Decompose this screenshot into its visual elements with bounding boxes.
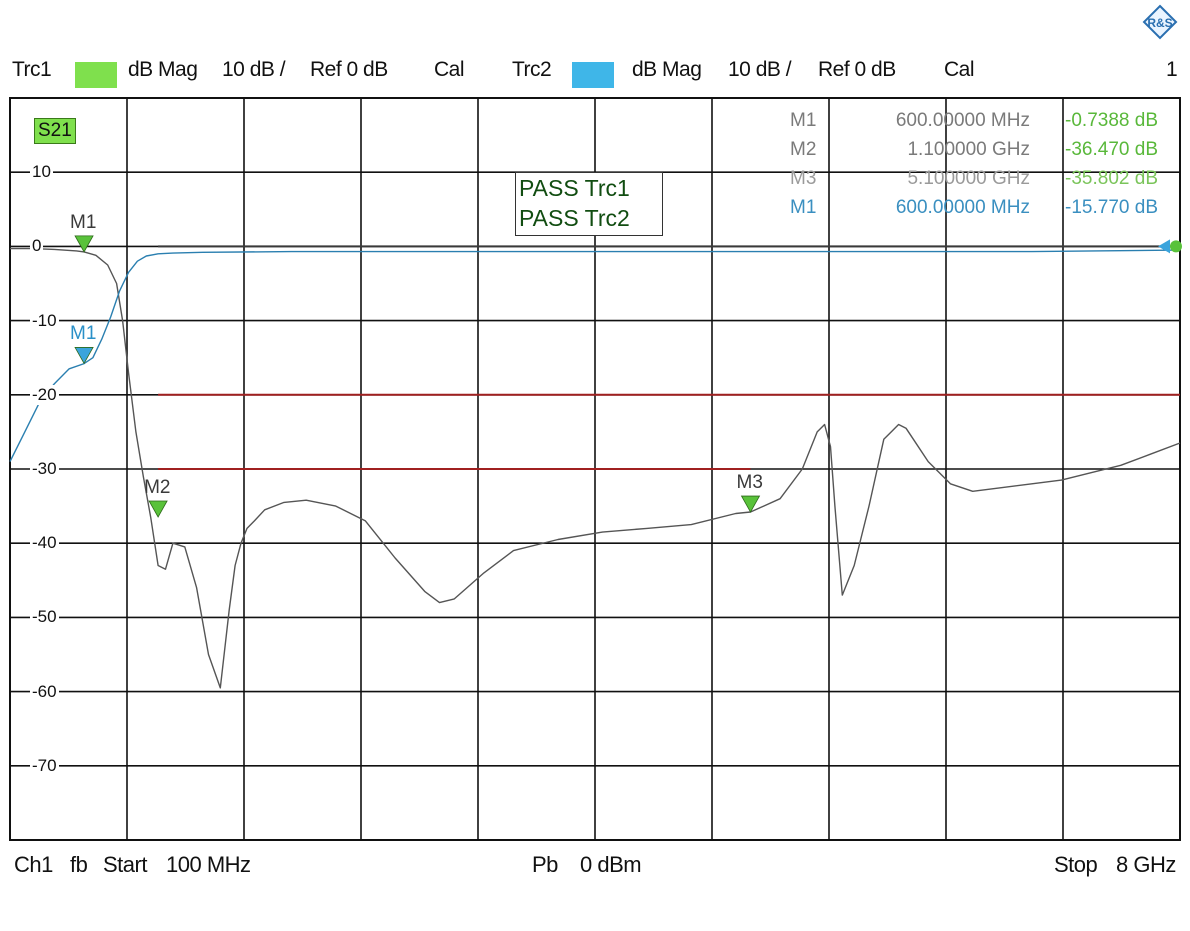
trc1-name[interactable]: Trc1: [12, 58, 52, 81]
trc1-ref[interactable]: Ref 0 dB: [310, 58, 388, 81]
marker-freq: 1.100000 GHz: [907, 139, 1030, 160]
channel-label[interactable]: Ch1: [14, 852, 53, 877]
marker-label: M2: [144, 477, 171, 498]
window-number: 1: [1166, 58, 1178, 81]
marker-id: M3: [790, 168, 817, 189]
trc1-reference-dot-icon: [1170, 240, 1182, 253]
s21-trace-label[interactable]: S21: [34, 118, 76, 144]
trc2-reference-arrow-icon: [1158, 239, 1170, 254]
trc2-format[interactable]: dB Mag: [632, 58, 702, 81]
marker-row: M2 1.100000 GHz -36.470 dB: [790, 135, 1158, 164]
trc2-cal: Cal: [944, 58, 975, 81]
y-tick-label: -70: [30, 755, 59, 776]
marker-value: -35.802 dB: [1065, 168, 1158, 189]
marker-id: M2: [790, 139, 817, 160]
trc1-format[interactable]: dB Mag: [128, 58, 198, 81]
marker-triangle-icon: [740, 495, 761, 513]
marker-row: M3 5.100000 GHz -35.802 dB: [790, 164, 1158, 193]
stop-frequency[interactable]: 8 GHz: [1116, 852, 1176, 877]
marker-label: M1: [70, 323, 97, 345]
y-tick-label: -50: [30, 607, 59, 628]
marker-value: -36.470 dB: [1065, 139, 1158, 160]
limit-lines: [158, 245, 1180, 470]
power-value[interactable]: 0 dBm: [580, 852, 642, 877]
marker-label: M1: [70, 211, 97, 233]
y-tick-label: -60: [30, 681, 59, 702]
marker-info-table: M1 600.00000 MHz -0.7388 dB M2 1.100000 …: [790, 106, 1158, 222]
marker-row: M1 600.00000 MHz -15.770 dB: [790, 193, 1158, 222]
sweep-mode: fb: [70, 852, 88, 877]
marker-triangle-icon: [74, 235, 94, 253]
trc2-name[interactable]: Trc2: [512, 58, 552, 81]
power-label: Pb: [532, 852, 558, 877]
marker-value: -15.770 dB: [1065, 197, 1158, 218]
start-label: Start: [103, 852, 147, 877]
marker-value: -0.7388 dB: [1065, 110, 1158, 131]
trc1-color-swatch[interactable]: [75, 62, 117, 88]
trc2-color-swatch[interactable]: [572, 62, 614, 88]
marker-triangle-icon: [74, 347, 94, 365]
y-tick-label: -10: [30, 310, 59, 331]
start-frequency[interactable]: 100 MHz: [166, 852, 251, 877]
marker-freq: 600.00000 MHz: [895, 110, 1030, 131]
y-tick-label: 10: [30, 162, 53, 183]
marker-triangles: [74, 235, 1182, 518]
marker-id: M1: [790, 110, 817, 131]
y-tick-label: -40: [30, 533, 59, 554]
y-tick-label: -30: [30, 459, 59, 479]
marker-triangle-icon: [148, 500, 168, 518]
traces: [9, 247, 1181, 689]
marker-label: M3: [736, 472, 763, 494]
trace-line-trc2: [9, 249, 1181, 462]
marker-freq: 600.00000 MHz: [895, 197, 1030, 218]
trc2-ref[interactable]: Ref 0 dB: [818, 58, 896, 81]
trc2-scale[interactable]: 10 dB /: [728, 58, 792, 81]
marker-id: M1: [790, 197, 817, 218]
trace-line-trc1: [10, 247, 1181, 689]
trc1-scale[interactable]: 10 dB /: [222, 58, 286, 81]
pass-trc2-text: PASS Trc2: [519, 205, 630, 231]
rohde-schwarz-logo-icon: R&S: [1142, 4, 1178, 40]
limit-pass-box: PASS Trc1 PASS Trc2: [515, 172, 663, 236]
stop-label: Stop: [1054, 852, 1098, 877]
pass-trc1-text: PASS Trc1: [519, 175, 630, 201]
svg-text:R&S: R&S: [1147, 16, 1172, 30]
marker-row: M1 600.00000 MHz -0.7388 dB: [790, 106, 1158, 135]
y-tick-label: 0: [30, 236, 44, 257]
trc1-cal: Cal: [434, 58, 465, 81]
marker-freq: 5.100000 GHz: [907, 168, 1030, 189]
y-tick-label: -20: [30, 384, 59, 405]
